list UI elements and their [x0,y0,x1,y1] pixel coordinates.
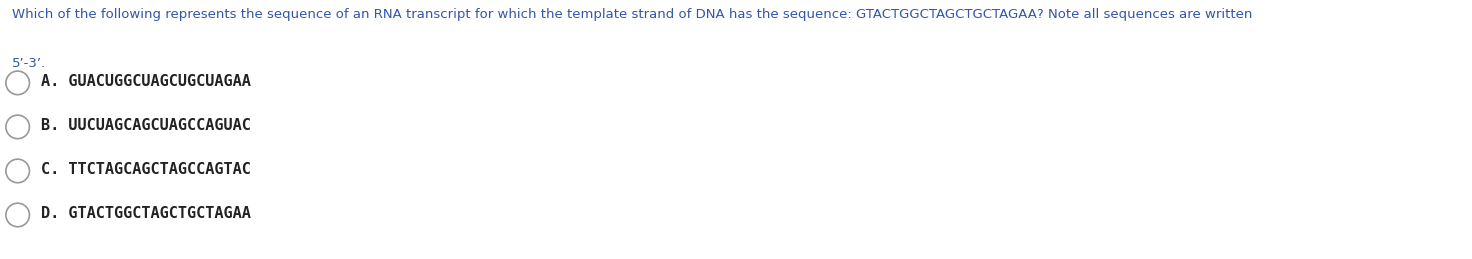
Text: B. UUCUAGCAGCUAGCCAGUAC: B. UUCUAGCAGCUAGCCAGUAC [41,118,252,133]
Text: 5’-3’.: 5’-3’. [12,57,46,70]
Text: C. TTCTAGCAGCTAGCCAGTAC: C. TTCTAGCAGCTAGCCAGTAC [41,162,252,177]
Text: Which of the following represents the sequence of an RNA transcript for which th: Which of the following represents the se… [12,8,1253,21]
Text: D. GTACTGGCTAGCTGCTAGAA: D. GTACTGGCTAGCTGCTAGAA [41,206,252,221]
Text: A. GUACUGGCUAGCUGCUAGAA: A. GUACUGGCUAGCUGCUAGAA [41,74,252,89]
